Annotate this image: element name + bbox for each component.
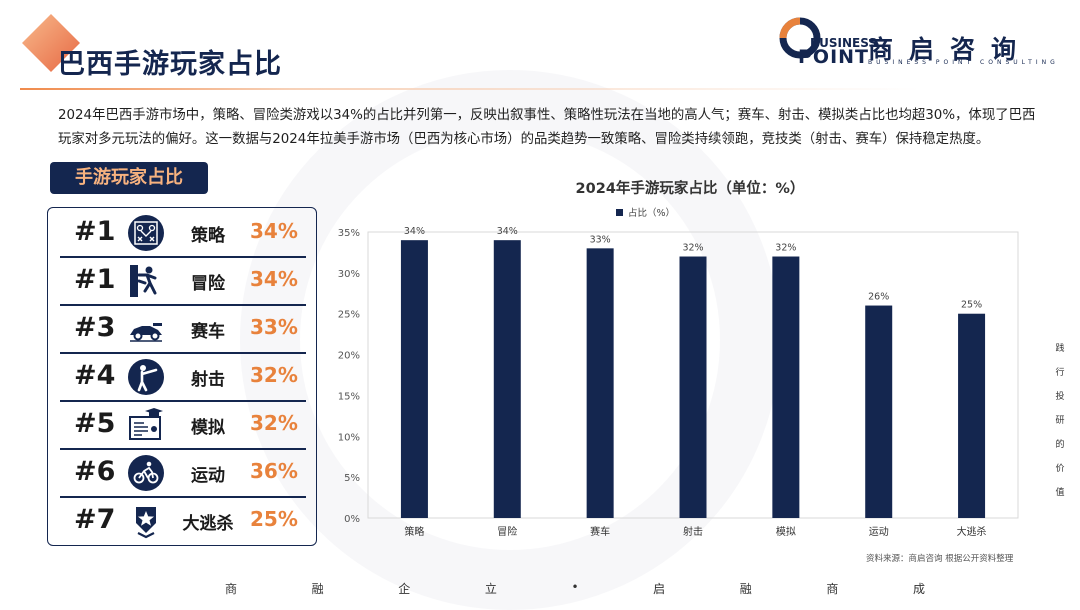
source-note: 资料来源：商启咨询 根据公开资料整理 xyxy=(866,554,1014,564)
bar-chart: 0% 5% 10% 15% 20% 25% 30% 35% 占比（%） 34% 策略 34% 冒险 33%… xyxy=(338,207,1019,538)
ranking-list: #1 策略 34% #1 冒险 34% #3 xyxy=(47,207,317,546)
ranking-row: #6 运动 36% xyxy=(60,450,306,498)
data-label: 32% xyxy=(682,243,703,254)
rank-category: 运动 xyxy=(191,466,225,486)
rank-category: 模拟 xyxy=(191,418,225,438)
x-tick-label: 赛车 xyxy=(590,525,610,538)
rank-value: 32% xyxy=(250,411,298,435)
rank-category: 射击 xyxy=(191,370,225,390)
logo-english: BUSINESS POINT xyxy=(798,36,877,68)
legend-swatch xyxy=(616,209,623,216)
footer-char: 成 xyxy=(912,582,925,596)
row-divider xyxy=(60,304,306,306)
rank-number: #1 xyxy=(74,216,116,247)
footer-char: 融 xyxy=(739,582,752,596)
rank-category: 赛车 xyxy=(191,322,225,342)
strategy-icon xyxy=(128,215,164,251)
ranking-row: #1 冒险 34% xyxy=(60,258,306,306)
logo-subtitle: BUSINESS POINT CONSULTING xyxy=(868,59,1059,66)
x-tick-label: 射击 xyxy=(683,526,703,538)
cyclist-icon xyxy=(128,455,164,491)
company-logo: BUSINESS POINT 商启咨询 BUSINESS POINT CONSU… xyxy=(778,14,1068,74)
ranking-row: #1 策略 34% xyxy=(60,210,306,258)
shooter-icon xyxy=(128,359,164,395)
footer-char: 融 xyxy=(311,582,324,596)
data-label: 34% xyxy=(497,226,518,237)
y-tick-label: 15% xyxy=(338,391,360,402)
rank-value: 36% xyxy=(250,459,298,483)
y-tick-label: 5% xyxy=(344,473,360,484)
section-tag: 手游玩家占比 xyxy=(50,162,208,194)
corner-decoration xyxy=(22,14,80,72)
logo-ring-icon xyxy=(779,17,821,59)
bar xyxy=(772,256,800,518)
footer-char: 立 xyxy=(484,582,497,596)
description-text: 2024年巴西手游市场中，策略、冒险类游戏以34%的占比并列第一，反映出叙事性、… xyxy=(58,108,1036,147)
y-tick-label: 25% xyxy=(338,310,360,321)
rank-value: 34% xyxy=(250,219,298,243)
legend-label: 占比（%） xyxy=(628,207,675,219)
footer-char: • xyxy=(571,580,579,594)
race-car-icon xyxy=(130,323,162,342)
rank-value: 32% xyxy=(250,363,298,387)
data-label: 34% xyxy=(404,226,425,237)
logo-en-line2: POINT xyxy=(798,46,870,68)
side-slogan: 践行投研的价值 xyxy=(1055,344,1065,498)
row-divider xyxy=(60,352,306,354)
y-tick-label: 30% xyxy=(338,269,360,280)
climber-icon xyxy=(130,265,157,297)
row-divider xyxy=(60,448,306,450)
ranking-row: #3 赛车 33% xyxy=(60,306,306,354)
bar xyxy=(865,305,893,518)
data-label: 25% xyxy=(961,300,982,311)
rank-category: 策略 xyxy=(191,226,225,246)
ranking-row: #4 射击 32% xyxy=(60,354,306,402)
data-label: 33% xyxy=(590,234,611,245)
logo-chinese: 商启咨询 xyxy=(868,35,1033,64)
bar xyxy=(679,256,707,518)
row-divider xyxy=(60,256,306,258)
page-title: 巴西手游玩家占比 xyxy=(58,49,282,80)
row-divider xyxy=(60,400,306,402)
y-tick-label: 10% xyxy=(338,432,360,443)
bar xyxy=(958,313,986,518)
data-label: 32% xyxy=(775,243,796,254)
rank-value: 34% xyxy=(250,267,298,291)
rank-number: #1 xyxy=(74,264,116,295)
x-tick-label: 运动 xyxy=(869,526,889,538)
rank-value: 33% xyxy=(250,315,298,339)
y-tick-label: 20% xyxy=(338,351,360,362)
rank-number: #4 xyxy=(74,360,116,391)
x-tick-label: 冒险 xyxy=(497,525,517,538)
row-divider xyxy=(60,496,306,498)
rank-number: #6 xyxy=(74,456,116,487)
bar xyxy=(586,248,614,518)
title-underline xyxy=(20,88,920,90)
rank-number: #3 xyxy=(74,312,116,343)
footer-char: 企 xyxy=(398,582,411,596)
rank-category: 冒险 xyxy=(191,274,225,294)
badge-star-icon xyxy=(136,507,156,539)
rank-category: 大逃杀 xyxy=(182,514,234,534)
x-tick-label: 模拟 xyxy=(776,525,796,538)
rank-number: #7 xyxy=(74,504,116,535)
logo-en-line1: BUSINESS xyxy=(810,36,877,50)
rank-value: 25% xyxy=(250,507,298,531)
certificate-icon xyxy=(129,408,163,440)
y-tick-label: 0% xyxy=(344,514,360,525)
footer-char: 商 xyxy=(826,582,839,596)
bar xyxy=(400,240,428,518)
chart-title: 2024年手游玩家占比（单位：%） xyxy=(575,181,805,197)
footer-slogan: 商 融 企 立 • 启 融 商 成 xyxy=(225,580,925,597)
footer-char: 商 xyxy=(225,582,238,596)
x-tick-label: 策略 xyxy=(404,525,424,538)
bar xyxy=(493,240,521,518)
data-label: 26% xyxy=(868,292,889,303)
rank-number: #5 xyxy=(74,408,116,439)
y-tick-label: 35% xyxy=(338,228,360,239)
footer-char: 启 xyxy=(653,582,666,596)
ranking-row: #5 模拟 32% xyxy=(60,402,306,450)
ranking-row: #7 大逃杀 25% xyxy=(60,498,306,544)
x-tick-label: 大逃杀 xyxy=(957,525,987,538)
